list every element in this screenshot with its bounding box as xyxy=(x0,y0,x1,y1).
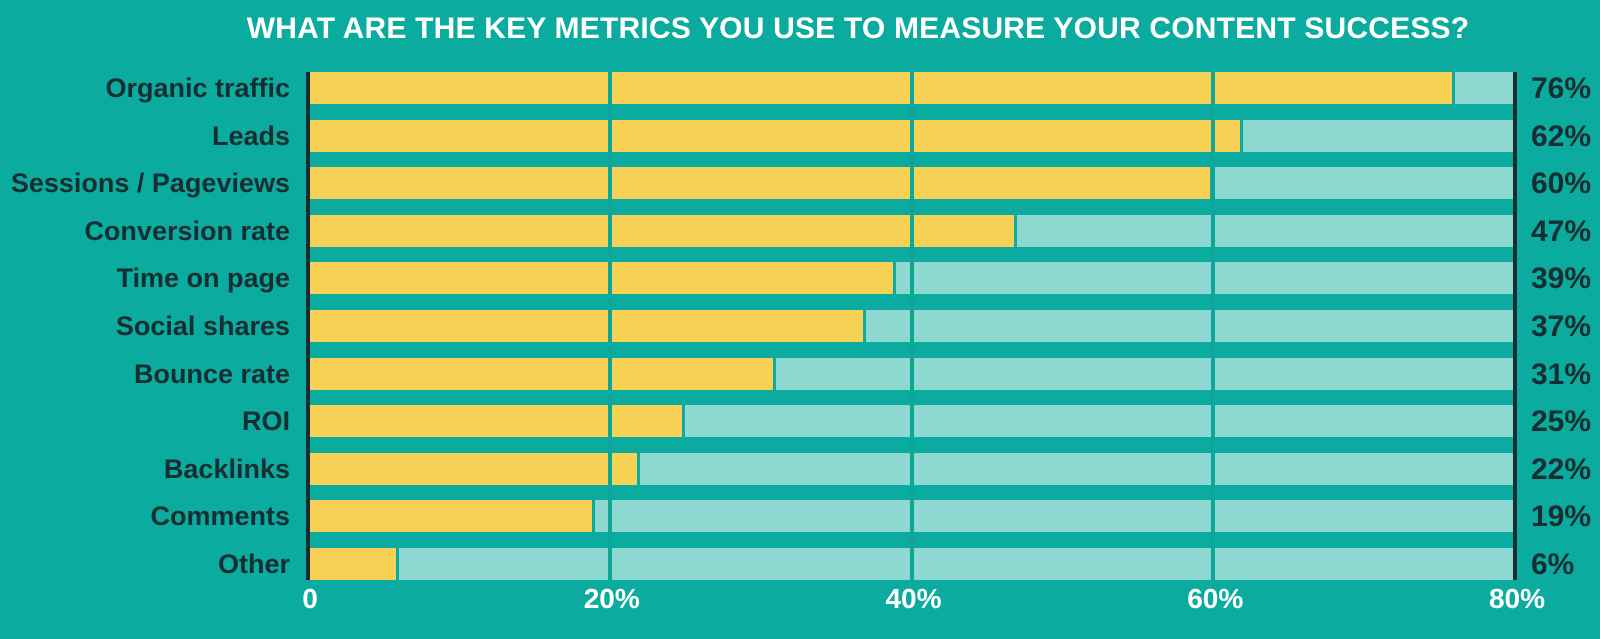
value-label: 22% xyxy=(1531,452,1592,486)
bar-row: Backlinks 22% xyxy=(0,452,1600,486)
bar-fill xyxy=(308,452,640,485)
bar-fill xyxy=(308,357,776,390)
x-axis-tick-label: 80% xyxy=(1488,583,1546,614)
x-axis: 0 20% 40% 60% 80% xyxy=(0,582,1600,622)
category-label: Comments xyxy=(150,501,290,532)
value-label: 25% xyxy=(1531,405,1592,439)
bar-row: Sessions / Pageviews 60% xyxy=(0,167,1600,201)
value-label: 60% xyxy=(1531,167,1592,201)
bar-fill xyxy=(308,405,686,438)
x-axis-tick-label: 60% xyxy=(1187,583,1244,614)
bar-row: ROI 25% xyxy=(0,405,1600,439)
gridline xyxy=(1211,72,1216,580)
bar-fill xyxy=(308,262,897,295)
value-label: 39% xyxy=(1531,262,1592,296)
bar-row: Social shares 37% xyxy=(0,310,1600,343)
category-label: Organic traffic xyxy=(105,73,290,103)
bar-fill xyxy=(308,548,399,580)
bar-row: Bounce rate 31% xyxy=(0,357,1600,391)
bar-fill xyxy=(308,119,1244,152)
category-label: Sessions / Pageviews xyxy=(10,168,290,199)
bar-fill xyxy=(308,72,1455,104)
category-label: Other xyxy=(217,549,290,579)
value-label: 37% xyxy=(1531,310,1592,343)
bar-row: Comments 19% xyxy=(0,500,1600,534)
bar-row: Organic traffic 76% xyxy=(0,72,1600,105)
chart-title: WHAT ARE THE KEY METRICS YOU USE TO MEAS… xyxy=(246,12,1470,45)
category-label: Bounce rate xyxy=(133,358,290,389)
x-axis-tick-label: 20% xyxy=(583,583,640,614)
bar-fill xyxy=(308,500,595,533)
category-label: Backlinks xyxy=(163,453,290,484)
x-axis-tick-label: 40% xyxy=(885,583,942,614)
value-label: 19% xyxy=(1531,500,1592,534)
y-axis-line xyxy=(306,72,310,580)
bar-row: Conversion rate 47% xyxy=(0,214,1600,248)
category-label: ROI xyxy=(241,406,290,437)
bar-fill xyxy=(308,310,867,342)
bar-row: Leads 62% xyxy=(0,119,1600,153)
value-label: 47% xyxy=(1531,214,1592,248)
value-label: 6% xyxy=(1531,548,1575,581)
bar-chart: Organic traffic 76% Leads 62% Sessions / Pag… xyxy=(0,72,1600,581)
bar-fill xyxy=(308,167,1214,200)
axis-line-80-percent xyxy=(1513,72,1517,580)
category-label: Social shares xyxy=(115,311,290,341)
bar-row: Time on page 39% xyxy=(0,262,1600,296)
bar-row: Other 6% xyxy=(0,548,1600,581)
category-label: Time on page xyxy=(116,263,290,294)
gridline xyxy=(909,72,914,580)
category-label: Conversion rate xyxy=(84,215,290,246)
value-label: 76% xyxy=(1531,72,1592,105)
gridline xyxy=(607,72,612,580)
category-label: Leads xyxy=(211,120,290,151)
x-axis-tick-label: 0 xyxy=(302,583,318,614)
bar-fill xyxy=(308,214,1018,247)
value-label: 31% xyxy=(1531,357,1592,391)
value-label: 62% xyxy=(1531,119,1592,153)
